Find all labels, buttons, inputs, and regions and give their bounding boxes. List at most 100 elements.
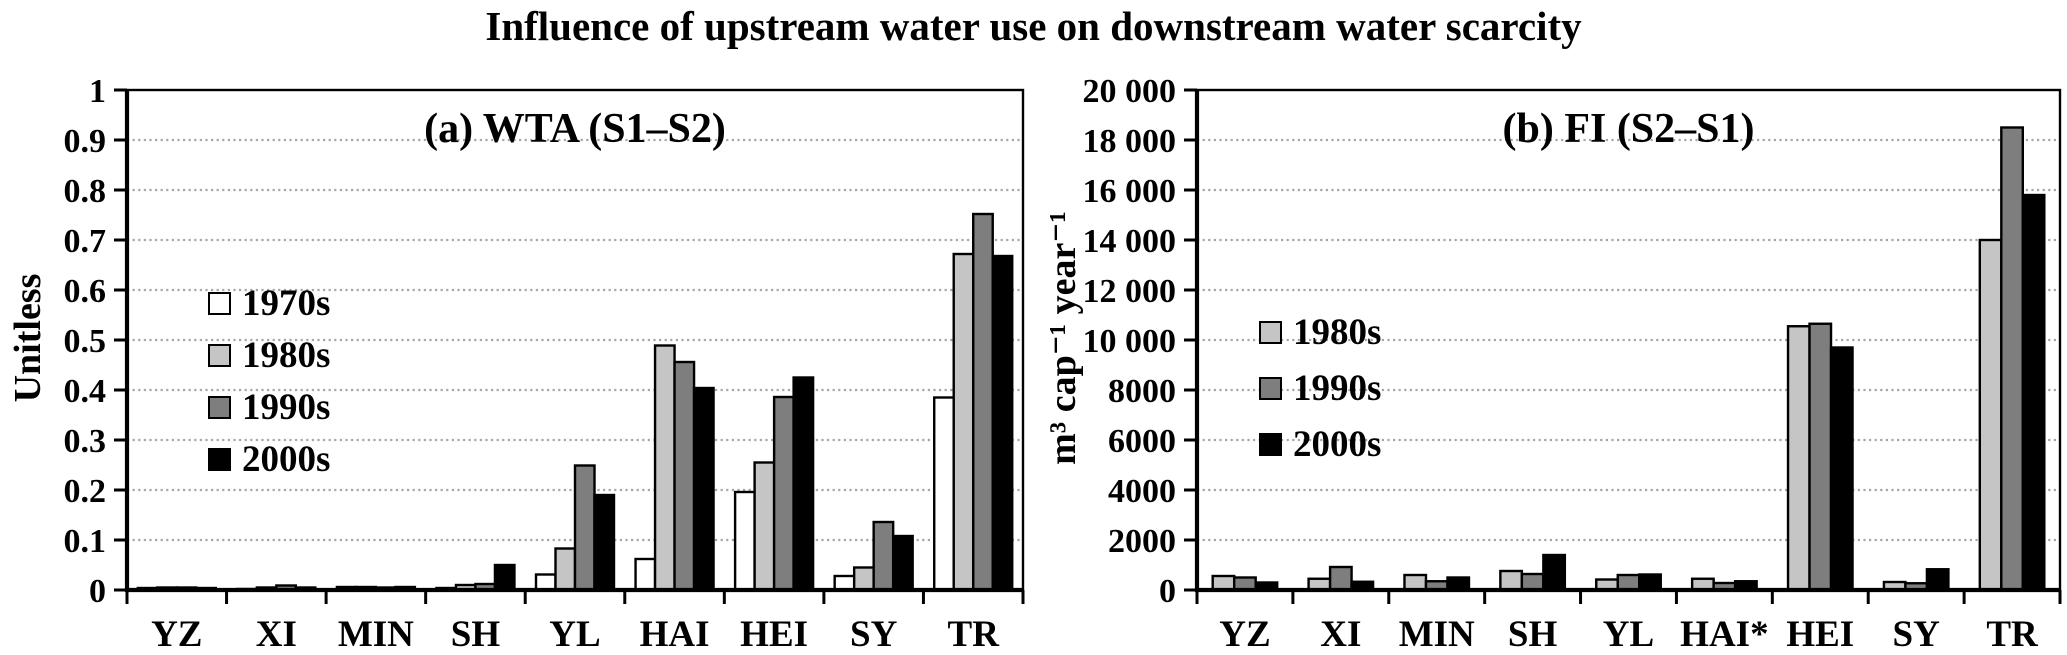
bar-1980s-HEI	[753, 461, 776, 592]
legend-swatch-1990s	[208, 395, 231, 419]
bar-1970s-HEI	[733, 490, 756, 592]
y-tick-label: 0	[1159, 573, 1176, 610]
bar-1980s-MIN	[1403, 573, 1428, 592]
legend-label: 1990s	[242, 386, 331, 428]
bar-2000s-TR	[991, 254, 1014, 592]
x-category-label: MIN	[1399, 614, 1475, 655]
legend-swatch-2000s	[208, 447, 231, 471]
x-category-label: YL	[549, 614, 600, 655]
bar-1970s-TR	[933, 396, 955, 592]
legend-label: 1990s	[1293, 367, 1382, 409]
x-category-label: TR	[1986, 614, 2039, 655]
bar-2000s-SY	[891, 534, 914, 592]
bar-2000s-YL	[593, 493, 616, 592]
bar-2000s-SH	[493, 563, 516, 592]
panel-b-title: (b) FI (S2–S1)	[1502, 106, 1755, 152]
legend-label: 2000s	[1293, 423, 1382, 465]
bar-1980s-YL	[554, 547, 577, 592]
y-tick-label: 16 000	[1083, 173, 1177, 210]
x-category-label: HAI*	[1680, 614, 1768, 655]
bar-1990s-TR	[2000, 126, 2025, 592]
y-tick-label: 0.6	[64, 273, 107, 310]
x-category-label: SY	[1893, 614, 1941, 655]
y-tick-label: 14 000	[1083, 223, 1177, 260]
y-tick-label: 0.1	[64, 523, 107, 560]
legend-swatch-1990s	[1259, 376, 1282, 400]
bar-1980s-HEI	[1786, 325, 1811, 592]
bar-1990s-YL	[1616, 573, 1641, 592]
x-category-label: YZ	[1219, 614, 1270, 655]
legend-label: 1970s	[242, 282, 331, 324]
bar-1980s-SY	[852, 566, 875, 592]
bar-1980s-HAI	[653, 344, 676, 592]
legend-swatch-2000s	[1259, 432, 1282, 456]
panel-b-legend: 1980s 1990s 2000s	[1259, 304, 1381, 472]
y-tick-label: 4000	[1108, 473, 1176, 510]
bar-2000s-TR	[2021, 193, 2046, 592]
y-tick-label: 0	[89, 573, 106, 610]
legend-item-2000s: 2000s	[1259, 416, 1381, 472]
legend-label: 1980s	[1293, 311, 1382, 353]
y-tick-label: 2000	[1108, 523, 1176, 560]
panel-a-title: (a) WTA (S1–S2)	[424, 106, 726, 152]
y-tick-label: 0.3	[64, 423, 107, 460]
legend-label: 2000s	[242, 438, 331, 480]
bar-1990s-HEI	[772, 395, 795, 592]
bar-1990s-XI	[1328, 565, 1353, 592]
y-tick-label: 0.5	[64, 323, 107, 360]
figure-title: Influence of upstream water use on downs…	[485, 3, 1582, 49]
bar-1990s-TR	[972, 212, 994, 592]
bar-1990s-SY	[872, 520, 895, 592]
bar-1980s-TR	[1978, 238, 2003, 592]
bar-1980s-SH	[1499, 569, 1524, 592]
panel-b-y-axis-label: m³ cap⁻¹ year⁻¹	[1042, 211, 1084, 465]
y-tick-label: 20 000	[1083, 73, 1177, 110]
legend-item-2000s: 2000s	[208, 433, 330, 485]
y-tick-label: 6000	[1108, 423, 1176, 460]
legend-item-1990s: 1990s	[1259, 360, 1381, 416]
y-tick-label: 0.7	[64, 223, 107, 260]
legend-item-1980s: 1980s	[208, 329, 330, 381]
bar-1990s-HAI	[673, 360, 696, 592]
y-tick-label: 1	[89, 73, 106, 110]
x-category-label: TR	[948, 614, 1001, 655]
legend-item-1980s: 1980s	[1259, 304, 1381, 360]
legend-swatch-1970s	[208, 291, 231, 315]
y-tick-label: 10 000	[1083, 323, 1177, 360]
bar-1980s-TR	[952, 252, 975, 592]
legend-item-1970s: 1970s	[208, 277, 330, 329]
bar-1970s-YL	[534, 573, 557, 592]
panel-a-y-axis-label: Unitless	[7, 273, 49, 403]
y-tick-label: 12 000	[1083, 273, 1177, 310]
bar-2000s-YL	[1638, 573, 1662, 592]
legend-swatch-1980s	[208, 343, 231, 367]
x-category-label: YL	[1603, 614, 1654, 655]
y-tick-label: 8000	[1108, 373, 1176, 410]
legend-swatch-1980s	[1259, 320, 1282, 344]
bar-2000s-HAI	[692, 386, 715, 592]
y-tick-label: 0.4	[64, 373, 107, 410]
panel-a-legend: 1970s 1980s 1990s 2000s	[208, 277, 330, 485]
x-category-label: XI	[1320, 614, 1361, 655]
bar-2000s-SY	[1925, 568, 1950, 592]
legend-item-1990s: 1990s	[208, 381, 330, 433]
x-category-label: HAI	[640, 614, 710, 655]
bar-2000s-HEI	[1829, 346, 1854, 592]
x-category-label: SY	[850, 614, 898, 655]
x-category-label: SH	[451, 614, 501, 655]
x-category-label: HEI	[1786, 614, 1854, 655]
y-tick-label: 0.8	[64, 173, 107, 210]
bar-2000s-SH	[1542, 553, 1567, 592]
bar-1990s-YL	[573, 464, 596, 592]
y-tick-label: 0.2	[64, 473, 107, 510]
x-category-label: MIN	[338, 614, 414, 655]
y-tick-label: 18 000	[1083, 123, 1177, 160]
x-category-label: SH	[1508, 614, 1558, 655]
x-category-label: HEI	[740, 614, 808, 655]
y-tick-label: 0.9	[64, 123, 107, 160]
x-category-label: YZ	[151, 614, 202, 655]
bar-2000s-HEI	[792, 376, 815, 592]
legend-label: 1980s	[242, 334, 331, 376]
bar-1990s-HEI	[1808, 322, 1833, 592]
